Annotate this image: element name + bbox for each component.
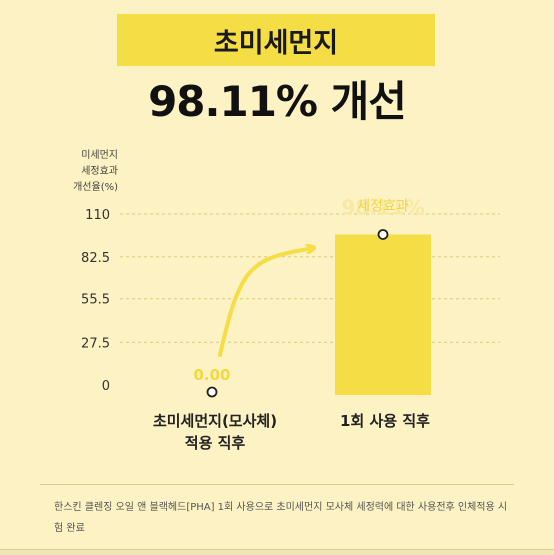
data-label: 98.11% [341, 195, 424, 219]
y-axis-label: 미세먼지 세정효과 개선율(%) [54, 148, 118, 196]
y-tick-label: 82.5 [81, 251, 110, 266]
y-axis-label-line: 미세먼지 [81, 150, 118, 161]
bottom-border [0, 549, 554, 555]
y-tick-label: 55.5 [81, 293, 110, 308]
divider [40, 484, 514, 485]
y-tick-label: 110 [85, 208, 110, 223]
x-category-line: 1회 사용 직후 [340, 412, 430, 430]
title-box: 초미세먼지 [117, 14, 435, 66]
y-tick-label: 0 [102, 379, 110, 394]
x-category-line: 적용 직후 [184, 434, 246, 452]
y-axis-label-line: 개선율(%) [73, 182, 118, 193]
bar-chart: 0 27.5 55.5 82.5 110 0.00 98.11%세정효과 [81, 195, 500, 398]
bar [335, 234, 431, 395]
headline: 98.11% 개선 [148, 77, 407, 126]
x-category-label-0: 초미세먼지(모사체) 적용 직후 [135, 410, 295, 454]
data-point [377, 229, 389, 240]
data-point [206, 386, 218, 398]
trend-arrow [218, 248, 311, 357]
x-category-line: 초미세먼지(모사체) [152, 412, 278, 430]
title-text: 초미세먼지 [213, 27, 339, 59]
y-tick-label: 27.5 [81, 336, 110, 351]
footnote: 한스킨 클렌징 오일 앤 블랙헤드[PHA] 1회 사용으로 초미세먼지 모사체… [54, 502, 508, 534]
annotation-label: 세정효과 [357, 198, 409, 214]
data-label: 0.00 [193, 366, 230, 384]
x-category-label-1: 1회 사용 직후 [310, 410, 460, 432]
y-axis-label-line: 세정효과 [81, 166, 118, 177]
